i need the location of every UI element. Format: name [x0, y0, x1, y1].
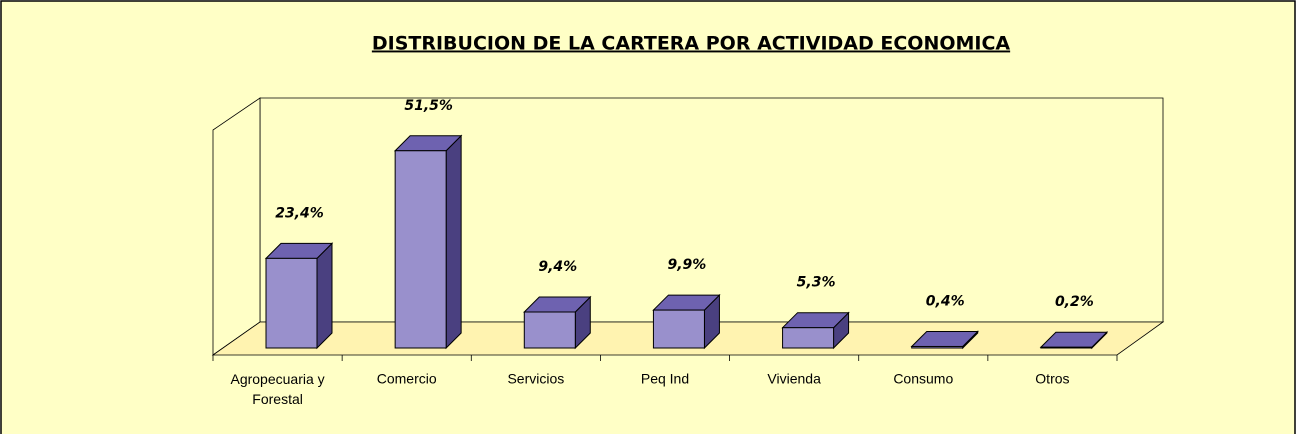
value-label: 23,4% — [275, 205, 324, 221]
bar — [1039, 331, 1109, 350]
value-label: 9,4% — [538, 259, 577, 275]
chart-title: DISTRIBUCION DE LA CARTERA POR ACTIVIDAD… — [372, 33, 1011, 55]
bar-side — [445, 134, 462, 350]
bar — [264, 242, 334, 350]
value-label: 51,5% — [404, 98, 453, 114]
bar — [523, 295, 592, 350]
x-tick-label: Vivienda — [767, 371, 821, 387]
side-wall — [212, 97, 261, 356]
bar-front — [1040, 346, 1093, 349]
bar — [910, 330, 979, 350]
value-label: 0,2% — [1055, 294, 1094, 310]
bar-front — [394, 150, 447, 349]
x-tick-label: Servicios — [507, 371, 564, 387]
bar-side — [316, 242, 333, 350]
bar-front — [782, 327, 835, 349]
value-label: 5,3% — [797, 275, 836, 291]
x-tick-label: Comercio — [377, 371, 437, 387]
x-tick-label: Peq Ind — [641, 371, 689, 387]
bar — [393, 134, 463, 350]
value-label: 0,4% — [926, 293, 965, 309]
x-tick-label: Consumo — [893, 371, 953, 387]
bar-front — [911, 345, 964, 349]
value-label: 9,9% — [668, 257, 707, 273]
bar-front — [523, 311, 576, 349]
x-tick-label: Agropecuaria y Forestal — [230, 371, 324, 407]
x-tick-label: Otros — [1035, 371, 1069, 387]
bar-front — [265, 257, 318, 349]
bar — [652, 293, 721, 350]
label-line: Forestal — [252, 391, 303, 407]
bar — [781, 311, 850, 350]
label-line: Agropecuaria y — [230, 371, 324, 387]
bar-front — [652, 309, 705, 349]
